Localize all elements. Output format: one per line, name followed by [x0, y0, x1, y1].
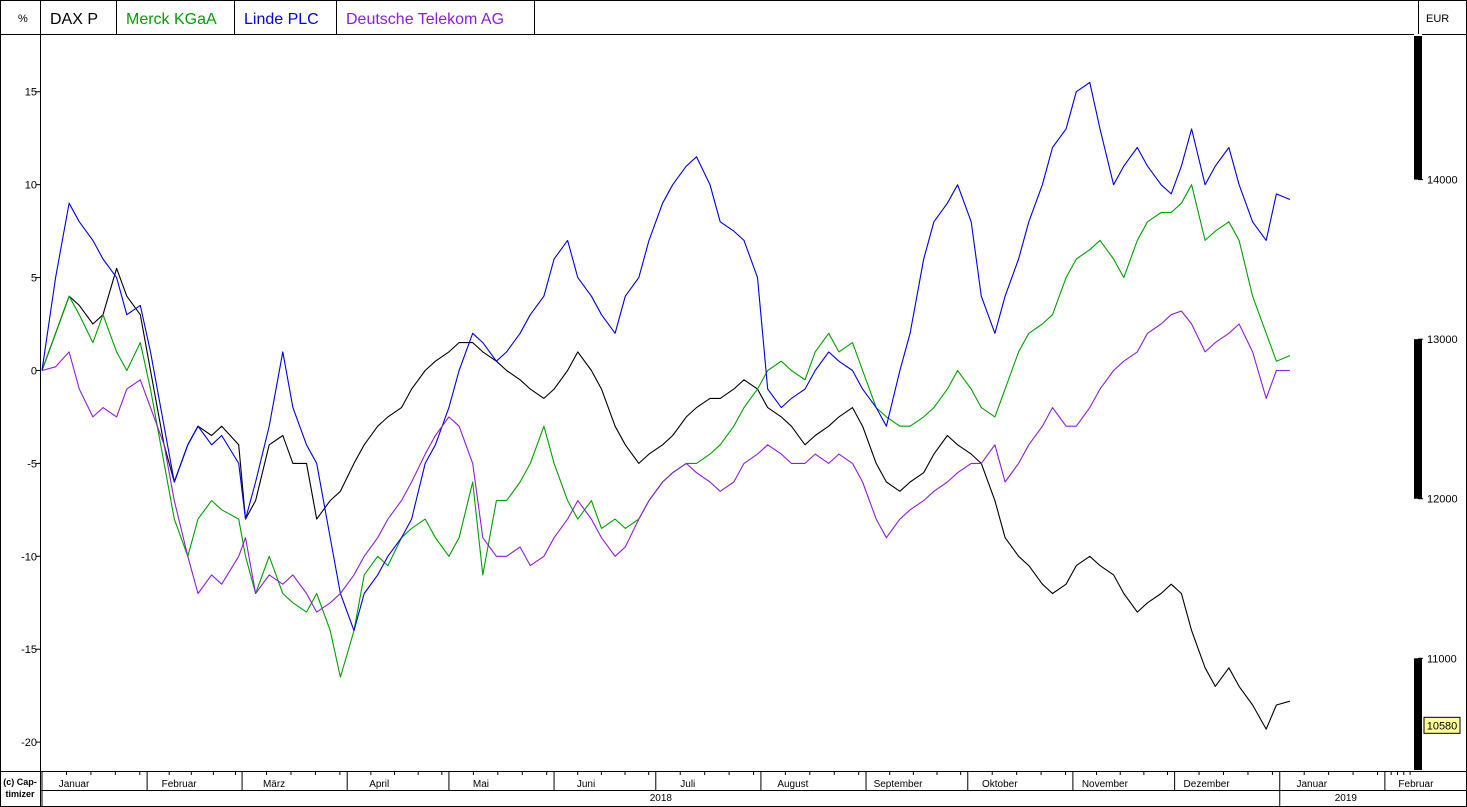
- right-y-axis: 14000 13000 12000 11000: [1418, 175, 1458, 665]
- last-value-label: 10580: [1427, 720, 1458, 732]
- month-label: Dezember: [1184, 779, 1231, 790]
- left-y-tick-label: -10: [21, 551, 37, 563]
- legend: DAX P Merck KGaA Linde PLC Deutsche Telekom…: [50, 0, 535, 34]
- time-axis: Januar Februar März April Mai Juni Juli August S…: [41, 771, 1434, 807]
- month-label: Juli: [680, 779, 695, 790]
- legend-item[interactable]: DAX P: [50, 11, 98, 28]
- right-axis-bands: [1414, 36, 1422, 770]
- legend-item[interactable]: Linde PLC: [244, 11, 319, 28]
- month-label: Mai: [473, 779, 489, 790]
- year-label: 2019: [1335, 793, 1358, 804]
- year-label: 2018: [650, 793, 673, 804]
- legend-item[interactable]: Merck KGaA: [126, 11, 217, 28]
- month-label: Februar: [1398, 779, 1434, 790]
- series-line: [41, 81, 1291, 632]
- month-label: November: [1082, 779, 1129, 790]
- right-unit-label: EUR: [1426, 13, 1449, 25]
- copyright-line-1: (c) Cap-: [3, 777, 37, 787]
- right-y-tick-label: 14000: [1427, 175, 1458, 187]
- month-label: September: [874, 779, 924, 790]
- right-y-tick-label: 11000: [1427, 653, 1457, 665]
- left-y-tick-label: 10: [25, 180, 37, 192]
- last-value-marker: 10580: [1423, 716, 1461, 734]
- left-unit-label: %: [18, 13, 28, 25]
- left-y-tick-label: 5: [31, 273, 37, 285]
- month-label: April: [369, 779, 389, 790]
- right-axis-band: [1414, 36, 1422, 180]
- last-value-box: [1423, 716, 1461, 734]
- series-line: [41, 267, 1291, 730]
- right-y-tick-label: 13000: [1427, 334, 1458, 346]
- left-y-tick-label: -15: [21, 644, 37, 656]
- left-y-tick-label: -5: [27, 458, 37, 470]
- month-label: Juni: [577, 779, 595, 790]
- right-axis-band: [1414, 339, 1422, 499]
- series-lines: [41, 81, 1291, 730]
- left-y-tick-label: -20: [21, 737, 37, 749]
- month-label: August: [777, 779, 808, 790]
- left-y-tick-label: 15: [25, 87, 37, 99]
- series-line: [41, 310, 1290, 613]
- month-label: Februar: [162, 779, 198, 790]
- left-y-tick-label: 0: [31, 365, 37, 377]
- month-label: Januar: [59, 779, 90, 790]
- right-y-tick-label: 12000: [1427, 494, 1458, 506]
- month-label: Januar: [1296, 779, 1327, 790]
- right-axis-band: [1414, 658, 1422, 770]
- month-label: März: [263, 779, 285, 790]
- left-y-axis: 15 10 5 0 -5 -10 -15 -20: [21, 87, 40, 749]
- month-label: Oktober: [982, 779, 1018, 790]
- copyright-line-2: timizer: [5, 789, 35, 799]
- legend-item[interactable]: Deutsche Telekom AG: [346, 11, 504, 28]
